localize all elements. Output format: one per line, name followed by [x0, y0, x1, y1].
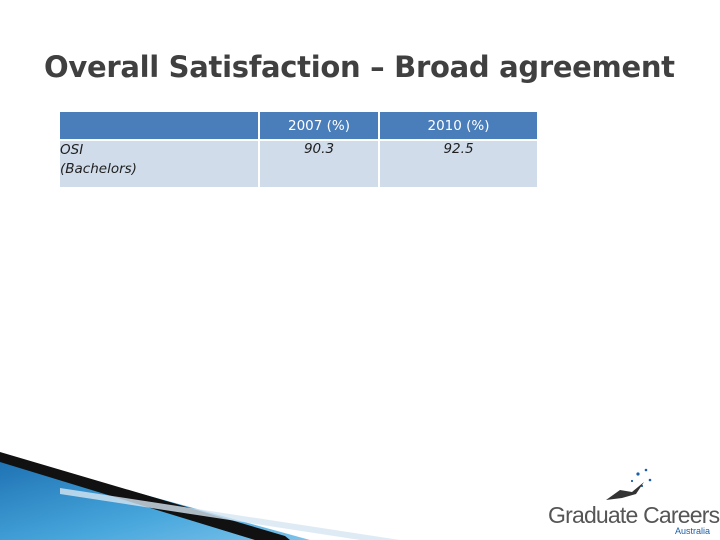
- graduate-careers-logo: Graduate Careers Australia: [544, 466, 720, 536]
- header-cell-2007: 2007 (%): [258, 110, 380, 141]
- logo-bird-icon: [606, 468, 652, 500]
- value-cell-2010: 92.5: [378, 139, 539, 189]
- row-label-cell: OSI (Bachelors): [58, 139, 260, 189]
- data-table: 2007 (%) 2010 (%) OSI (Bachelors) 90.3 9…: [58, 110, 539, 189]
- table-row: OSI (Bachelors) 90.3 92.5: [58, 139, 539, 189]
- row-label-line1: OSI: [60, 142, 84, 158]
- wedge-light-stripe: [60, 488, 400, 540]
- header-cell-empty: [58, 110, 260, 141]
- header-cell-2010: 2010 (%): [378, 110, 539, 141]
- value-cell-2007: 90.3: [258, 139, 380, 189]
- slide-title: Overall Satisfaction – Broad agreement: [44, 50, 675, 84]
- table-header-row: 2007 (%) 2010 (%): [58, 110, 539, 141]
- logo-subtitle: Australia: [674, 526, 710, 536]
- logo-name: Graduate Careers: [548, 502, 720, 528]
- row-label-line2: (Bachelors): [60, 161, 137, 177]
